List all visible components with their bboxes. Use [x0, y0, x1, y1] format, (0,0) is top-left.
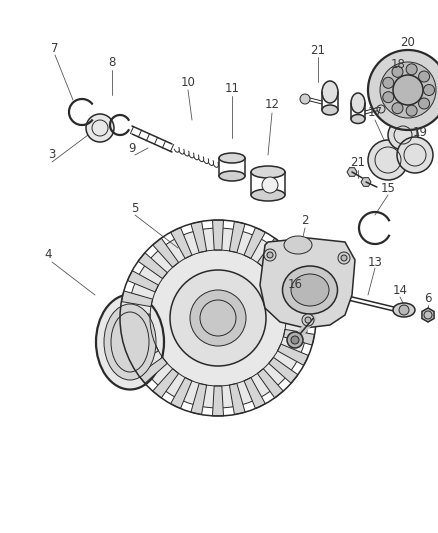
Ellipse shape	[284, 236, 312, 254]
Text: 5: 5	[131, 201, 139, 214]
Ellipse shape	[219, 153, 245, 163]
Circle shape	[302, 314, 314, 326]
Polygon shape	[191, 383, 207, 415]
Circle shape	[377, 105, 385, 113]
Polygon shape	[268, 357, 298, 383]
Circle shape	[262, 177, 278, 193]
Polygon shape	[258, 238, 283, 267]
Polygon shape	[212, 386, 223, 416]
Text: 21: 21	[311, 44, 325, 56]
Ellipse shape	[322, 105, 338, 115]
Text: 11: 11	[225, 82, 240, 94]
Ellipse shape	[251, 166, 285, 178]
Polygon shape	[283, 329, 314, 345]
Polygon shape	[268, 253, 298, 279]
Polygon shape	[153, 238, 179, 267]
Circle shape	[383, 92, 394, 103]
Circle shape	[393, 75, 423, 105]
Polygon shape	[258, 369, 283, 398]
Text: 21: 21	[350, 156, 365, 168]
Text: 9: 9	[128, 141, 136, 155]
Ellipse shape	[322, 81, 338, 103]
Circle shape	[86, 114, 114, 142]
Polygon shape	[170, 377, 192, 408]
Circle shape	[287, 332, 303, 348]
Ellipse shape	[351, 93, 365, 113]
Polygon shape	[278, 344, 308, 366]
Text: 15: 15	[381, 182, 396, 195]
Polygon shape	[120, 312, 150, 324]
Circle shape	[341, 255, 347, 261]
Ellipse shape	[291, 274, 329, 306]
Text: 3: 3	[48, 149, 56, 161]
Circle shape	[264, 249, 276, 261]
Circle shape	[305, 317, 311, 323]
Circle shape	[392, 66, 403, 77]
Polygon shape	[422, 308, 434, 322]
Circle shape	[424, 85, 434, 95]
Text: 10: 10	[180, 76, 195, 88]
Polygon shape	[138, 357, 167, 383]
Circle shape	[388, 120, 418, 150]
Circle shape	[368, 140, 408, 180]
Circle shape	[419, 98, 430, 109]
Polygon shape	[283, 291, 314, 306]
Circle shape	[170, 270, 266, 366]
Ellipse shape	[283, 266, 338, 314]
Polygon shape	[278, 271, 308, 292]
Ellipse shape	[393, 303, 415, 317]
Polygon shape	[127, 271, 159, 292]
Text: 2: 2	[301, 214, 309, 227]
Polygon shape	[127, 344, 159, 366]
Text: 16: 16	[287, 279, 303, 292]
Polygon shape	[347, 168, 357, 176]
Polygon shape	[191, 221, 207, 253]
Polygon shape	[244, 377, 265, 408]
Circle shape	[300, 94, 310, 104]
Circle shape	[392, 103, 403, 114]
Text: 14: 14	[392, 284, 407, 296]
Circle shape	[383, 77, 394, 88]
Circle shape	[368, 50, 438, 130]
Circle shape	[419, 71, 430, 82]
Text: 13: 13	[367, 255, 382, 269]
Polygon shape	[244, 228, 265, 259]
Circle shape	[267, 252, 273, 258]
Polygon shape	[286, 312, 316, 324]
Text: 19: 19	[413, 125, 427, 139]
Text: 8: 8	[108, 55, 116, 69]
Circle shape	[291, 336, 299, 344]
Polygon shape	[121, 291, 153, 306]
Ellipse shape	[251, 189, 285, 201]
Circle shape	[128, 228, 308, 408]
Polygon shape	[260, 238, 355, 328]
Text: 7: 7	[51, 42, 59, 54]
Polygon shape	[121, 329, 153, 345]
Polygon shape	[153, 369, 179, 398]
Text: 18: 18	[391, 59, 406, 71]
Text: 4: 4	[44, 248, 52, 262]
Ellipse shape	[96, 295, 164, 390]
Polygon shape	[230, 383, 245, 415]
Ellipse shape	[351, 115, 365, 124]
Circle shape	[338, 252, 350, 264]
Circle shape	[190, 290, 246, 346]
Ellipse shape	[219, 171, 245, 181]
Text: 17: 17	[367, 106, 382, 118]
Circle shape	[406, 64, 417, 75]
Circle shape	[399, 305, 409, 315]
Circle shape	[397, 137, 433, 173]
Circle shape	[406, 105, 417, 116]
Ellipse shape	[104, 304, 156, 380]
Text: 12: 12	[265, 99, 279, 111]
Polygon shape	[170, 228, 192, 259]
Text: 20: 20	[401, 36, 415, 49]
Polygon shape	[230, 221, 245, 253]
Polygon shape	[361, 177, 371, 187]
Polygon shape	[212, 220, 223, 250]
Text: 6: 6	[424, 292, 432, 304]
Polygon shape	[138, 253, 167, 279]
Circle shape	[380, 62, 436, 118]
